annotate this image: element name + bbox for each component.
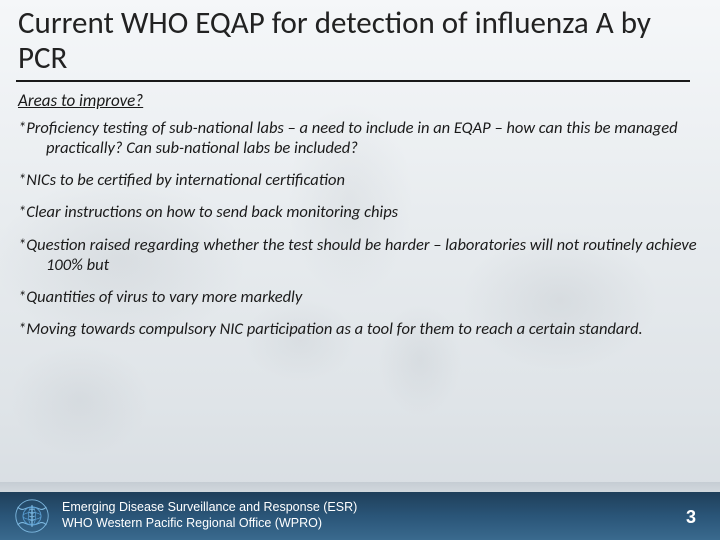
page-number: 3	[686, 507, 696, 528]
subheading: Areas to improve?	[18, 90, 143, 111]
footer-stripe	[0, 482, 720, 492]
who-logo-icon	[14, 498, 50, 534]
footer-line-1: Emerging Disease Surveillance and Respon…	[62, 500, 357, 516]
slide: Current WHO EQAP for detection of influe…	[0, 0, 720, 540]
body-text: *Proficiency testing of sub-national lab…	[18, 118, 698, 351]
bullet-item: *Proficiency testing of sub-national lab…	[18, 118, 698, 158]
bullet-item: *Quantities of virus to vary more marked…	[18, 287, 698, 307]
bullet-item: *NICs to be certified by international c…	[18, 170, 698, 190]
title-underline	[16, 80, 690, 82]
footer-line-2: WHO Western Pacific Regional Office (WPR…	[62, 516, 357, 532]
bullet-item: *Question raised regarding whether the t…	[18, 235, 698, 275]
footer-bar: Emerging Disease Surveillance and Respon…	[0, 492, 720, 540]
bullet-item: *Moving towards compulsory NIC participa…	[18, 319, 698, 339]
bullet-item: *Clear instructions on how to send back …	[18, 202, 698, 222]
slide-title: Current WHO EQAP for detection of influe…	[18, 6, 690, 75]
footer-text: Emerging Disease Surveillance and Respon…	[62, 500, 357, 531]
